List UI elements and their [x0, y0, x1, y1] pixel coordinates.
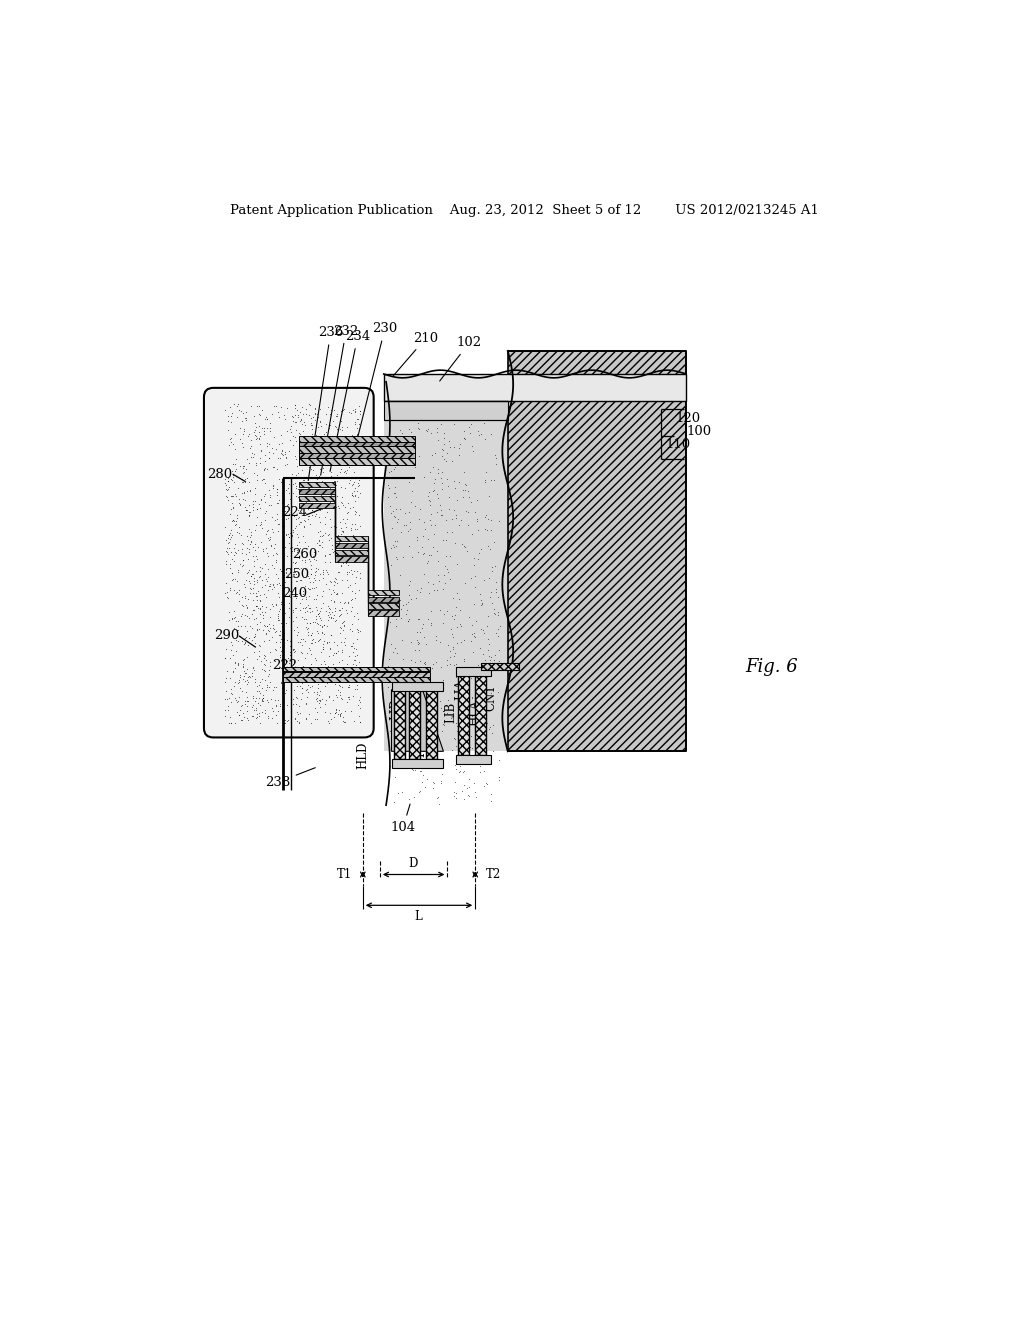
Text: LIB: LIB	[444, 702, 458, 723]
Text: 224: 224	[282, 506, 307, 519]
Bar	[456, 755, 492, 764]
Polygon shape	[391, 689, 443, 751]
Bar	[394, 689, 404, 759]
Bar	[283, 667, 430, 671]
Bar	[335, 557, 369, 562]
Text: LIC: LIC	[418, 702, 430, 723]
Bar	[384, 374, 508, 751]
Text: T2: T2	[486, 869, 502, 880]
Text: Fig. 6: Fig. 6	[744, 657, 798, 676]
Text: HLD: HLD	[356, 742, 370, 768]
Text: 290: 290	[215, 630, 240, 643]
Bar	[299, 458, 415, 465]
Text: 236: 236	[308, 326, 343, 480]
Bar	[391, 682, 442, 692]
Text: 210: 210	[393, 331, 438, 376]
Bar	[391, 759, 442, 768]
Bar	[480, 663, 519, 671]
Bar	[283, 677, 430, 682]
Text: LIA: LIA	[455, 680, 468, 700]
Text: T1: T1	[337, 869, 352, 880]
Bar	[475, 671, 486, 755]
Text: Patent Application Publication    Aug. 23, 2012  Sheet 5 of 12        US 2012/02: Patent Application Publication Aug. 23, …	[230, 205, 819, 218]
Text: 100: 100	[686, 425, 711, 438]
Text: 104: 104	[390, 804, 416, 834]
Bar	[335, 536, 369, 541]
Bar	[369, 610, 399, 615]
Text: D: D	[409, 857, 418, 870]
Text: CNT: CNT	[484, 684, 498, 711]
Bar	[299, 482, 335, 487]
Text: 238: 238	[265, 768, 315, 788]
Bar	[299, 442, 415, 446]
Bar	[369, 603, 399, 609]
Bar	[410, 689, 420, 759]
Bar	[283, 672, 430, 677]
Text: HLB: HLB	[415, 730, 427, 756]
Bar	[458, 671, 469, 755]
Bar	[384, 374, 686, 401]
Bar	[299, 488, 335, 494]
Text: 232: 232	[321, 325, 358, 475]
Text: 250: 250	[285, 568, 309, 581]
Text: L: L	[415, 909, 423, 923]
Text: 230: 230	[357, 322, 397, 440]
Text: 110: 110	[666, 438, 691, 451]
Bar	[384, 401, 508, 420]
FancyBboxPatch shape	[204, 388, 374, 738]
Bar	[369, 590, 399, 595]
Text: HLC: HLC	[402, 692, 415, 718]
Text: 260: 260	[292, 548, 317, 561]
Bar	[299, 496, 335, 502]
Text: 240: 240	[282, 587, 307, 601]
Bar	[335, 549, 369, 554]
Bar	[426, 689, 437, 759]
Text: 120: 120	[675, 412, 700, 425]
Bar	[299, 503, 335, 508]
Bar	[335, 543, 369, 548]
Text: 222: 222	[271, 659, 317, 676]
Text: 102: 102	[439, 337, 481, 381]
Bar	[508, 351, 686, 751]
Bar	[456, 667, 492, 676]
Text: HLA: HLA	[468, 700, 481, 726]
Text: 280: 280	[207, 467, 232, 480]
Text: LID: LID	[389, 698, 401, 719]
Bar	[299, 453, 415, 458]
Bar	[299, 446, 415, 453]
Bar	[369, 597, 399, 602]
Bar	[299, 436, 415, 442]
Text: 234: 234	[330, 330, 371, 471]
